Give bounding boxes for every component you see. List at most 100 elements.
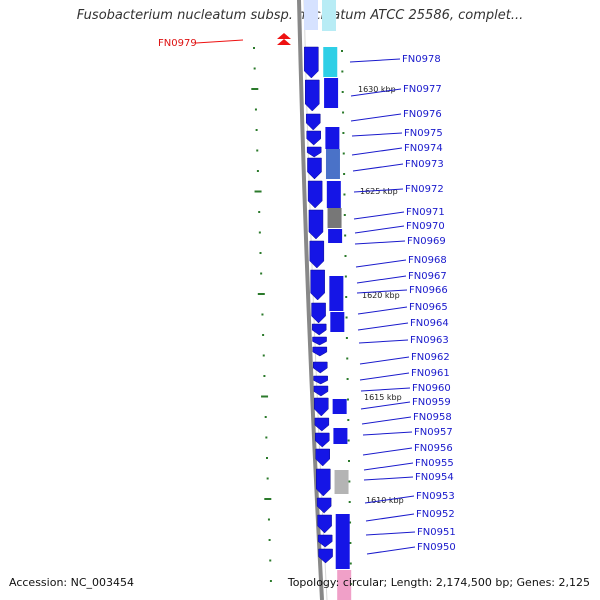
gene-label[interactable]: FN0971 (406, 207, 445, 218)
gene-label[interactable]: FN0961 (411, 368, 450, 379)
gene-arrow[interactable] (304, 46, 319, 79)
feature-block[interactable] (332, 399, 347, 414)
gene-arrow[interactable] (317, 534, 333, 548)
scale-tick (262, 334, 265, 336)
scale-tick (264, 498, 272, 500)
feature-block[interactable] (323, 47, 338, 77)
gene-label[interactable]: FN0975 (404, 128, 443, 139)
gene-leader-line (353, 211, 405, 220)
gene-label[interactable]: FN0974 (404, 143, 443, 154)
gene-label[interactable]: FN0962 (411, 352, 450, 363)
gene-arrow[interactable] (313, 375, 328, 385)
scale-tick (348, 501, 351, 503)
gene-label[interactable]: FN0959 (412, 397, 451, 408)
highlighted-gene-label[interactable]: FN0979 (158, 38, 197, 49)
highlight-arrow-icon[interactable] (277, 39, 291, 45)
gene-label[interactable]: FN0950 (417, 542, 456, 553)
gene-leader-line (357, 322, 409, 331)
gene-arrow[interactable] (318, 548, 333, 564)
scale-tick (261, 395, 269, 398)
scale-tick (265, 436, 268, 439)
highlight-arrow-icon[interactable] (277, 33, 291, 39)
feature-block[interactable] (337, 570, 352, 600)
gene-arrow[interactable] (312, 336, 327, 346)
feature-block[interactable] (335, 514, 350, 569)
feature-block[interactable] (326, 181, 341, 208)
feature-block[interactable] (325, 149, 340, 179)
gene-label[interactable]: FN0954 (415, 472, 454, 483)
gene-label[interactable]: FN0973 (405, 159, 444, 170)
scale-tick (263, 375, 266, 377)
feature-block[interactable] (328, 229, 343, 243)
gene-arrow[interactable] (306, 130, 321, 146)
gene-arrow[interactable] (315, 432, 330, 448)
gene-label[interactable]: FN0969 (407, 236, 446, 247)
feature-block[interactable] (325, 127, 340, 149)
gene-arrow[interactable] (313, 361, 328, 374)
gene-arrow[interactable] (305, 79, 320, 112)
scale-tick (260, 272, 263, 275)
gene-arrow[interactable] (312, 346, 328, 357)
gene-leader-line (359, 356, 410, 365)
gene-arrow[interactable] (316, 497, 332, 514)
gene-arrow[interactable] (315, 448, 330, 467)
gene-arrow[interactable] (314, 417, 330, 432)
gene-leader-line (356, 275, 407, 284)
gene-arrow[interactable] (305, 113, 321, 131)
gene-label[interactable]: FN0956 (414, 443, 453, 454)
gene-label[interactable]: FN0953 (416, 491, 455, 502)
scale-tick (255, 129, 258, 131)
gene-label[interactable]: FN0976 (403, 109, 442, 120)
gene-leader-line (355, 259, 407, 268)
scale-tick (349, 562, 352, 565)
gene-arrow[interactable] (310, 269, 325, 301)
gene-label[interactable]: FN0977 (403, 84, 442, 95)
gene-label[interactable]: FN0978 (402, 54, 441, 65)
gene-label[interactable]: FN0957 (414, 427, 453, 438)
gene-arrow[interactable] (306, 146, 322, 158)
gene-label[interactable]: FN0965 (409, 302, 448, 313)
scale-tick (342, 132, 345, 134)
gene-label[interactable]: FN0952 (416, 509, 455, 520)
gene-arrow[interactable] (316, 468, 331, 497)
gene-arrow[interactable] (317, 514, 332, 534)
gene-label[interactable]: FN0951 (417, 527, 456, 538)
gene-label[interactable]: FN0960 (412, 383, 451, 394)
feature-block[interactable] (329, 276, 344, 311)
feature-block[interactable] (322, 0, 336, 31)
scale-tick (348, 460, 350, 462)
gene-leader-line (364, 495, 415, 504)
gene-arrow[interactable] (311, 323, 327, 336)
gene-arrow[interactable] (307, 157, 322, 180)
feature-block[interactable] (327, 208, 342, 228)
gene-label[interactable]: FN0972 (405, 184, 444, 195)
gene-label[interactable]: FN0964 (410, 318, 449, 329)
gene-label[interactable]: FN0967 (408, 271, 447, 282)
gene-leader-line (365, 513, 415, 522)
gene-label[interactable]: FN0963 (410, 335, 449, 346)
scale-tick (341, 50, 343, 52)
gene-arrow[interactable] (314, 397, 329, 417)
scale-tick (259, 252, 262, 254)
gene-label[interactable]: FN0966 (409, 285, 448, 296)
scale-tick (342, 152, 345, 155)
feature-block[interactable] (334, 470, 349, 494)
scale-tick (257, 293, 265, 295)
gene-label[interactable]: FN0968 (408, 255, 447, 266)
feature-block[interactable] (324, 78, 339, 108)
tick-marks (251, 47, 353, 585)
gene-arrow[interactable] (308, 209, 324, 240)
gene-label[interactable]: FN0955 (415, 458, 454, 469)
gene-label[interactable]: FN0958 (413, 412, 452, 423)
gene-arrow[interactable] (313, 385, 329, 397)
gene-arrow[interactable] (307, 180, 323, 209)
feature-block[interactable] (330, 312, 345, 332)
scale-tick (253, 47, 255, 49)
gene-label[interactable]: FN0970 (406, 221, 445, 232)
gene-arrow[interactable] (311, 302, 326, 324)
gene-arrow[interactable] (304, 0, 318, 30)
scale-tick (267, 518, 270, 521)
gene-arrow[interactable] (309, 240, 325, 269)
feature-block[interactable] (333, 428, 348, 444)
